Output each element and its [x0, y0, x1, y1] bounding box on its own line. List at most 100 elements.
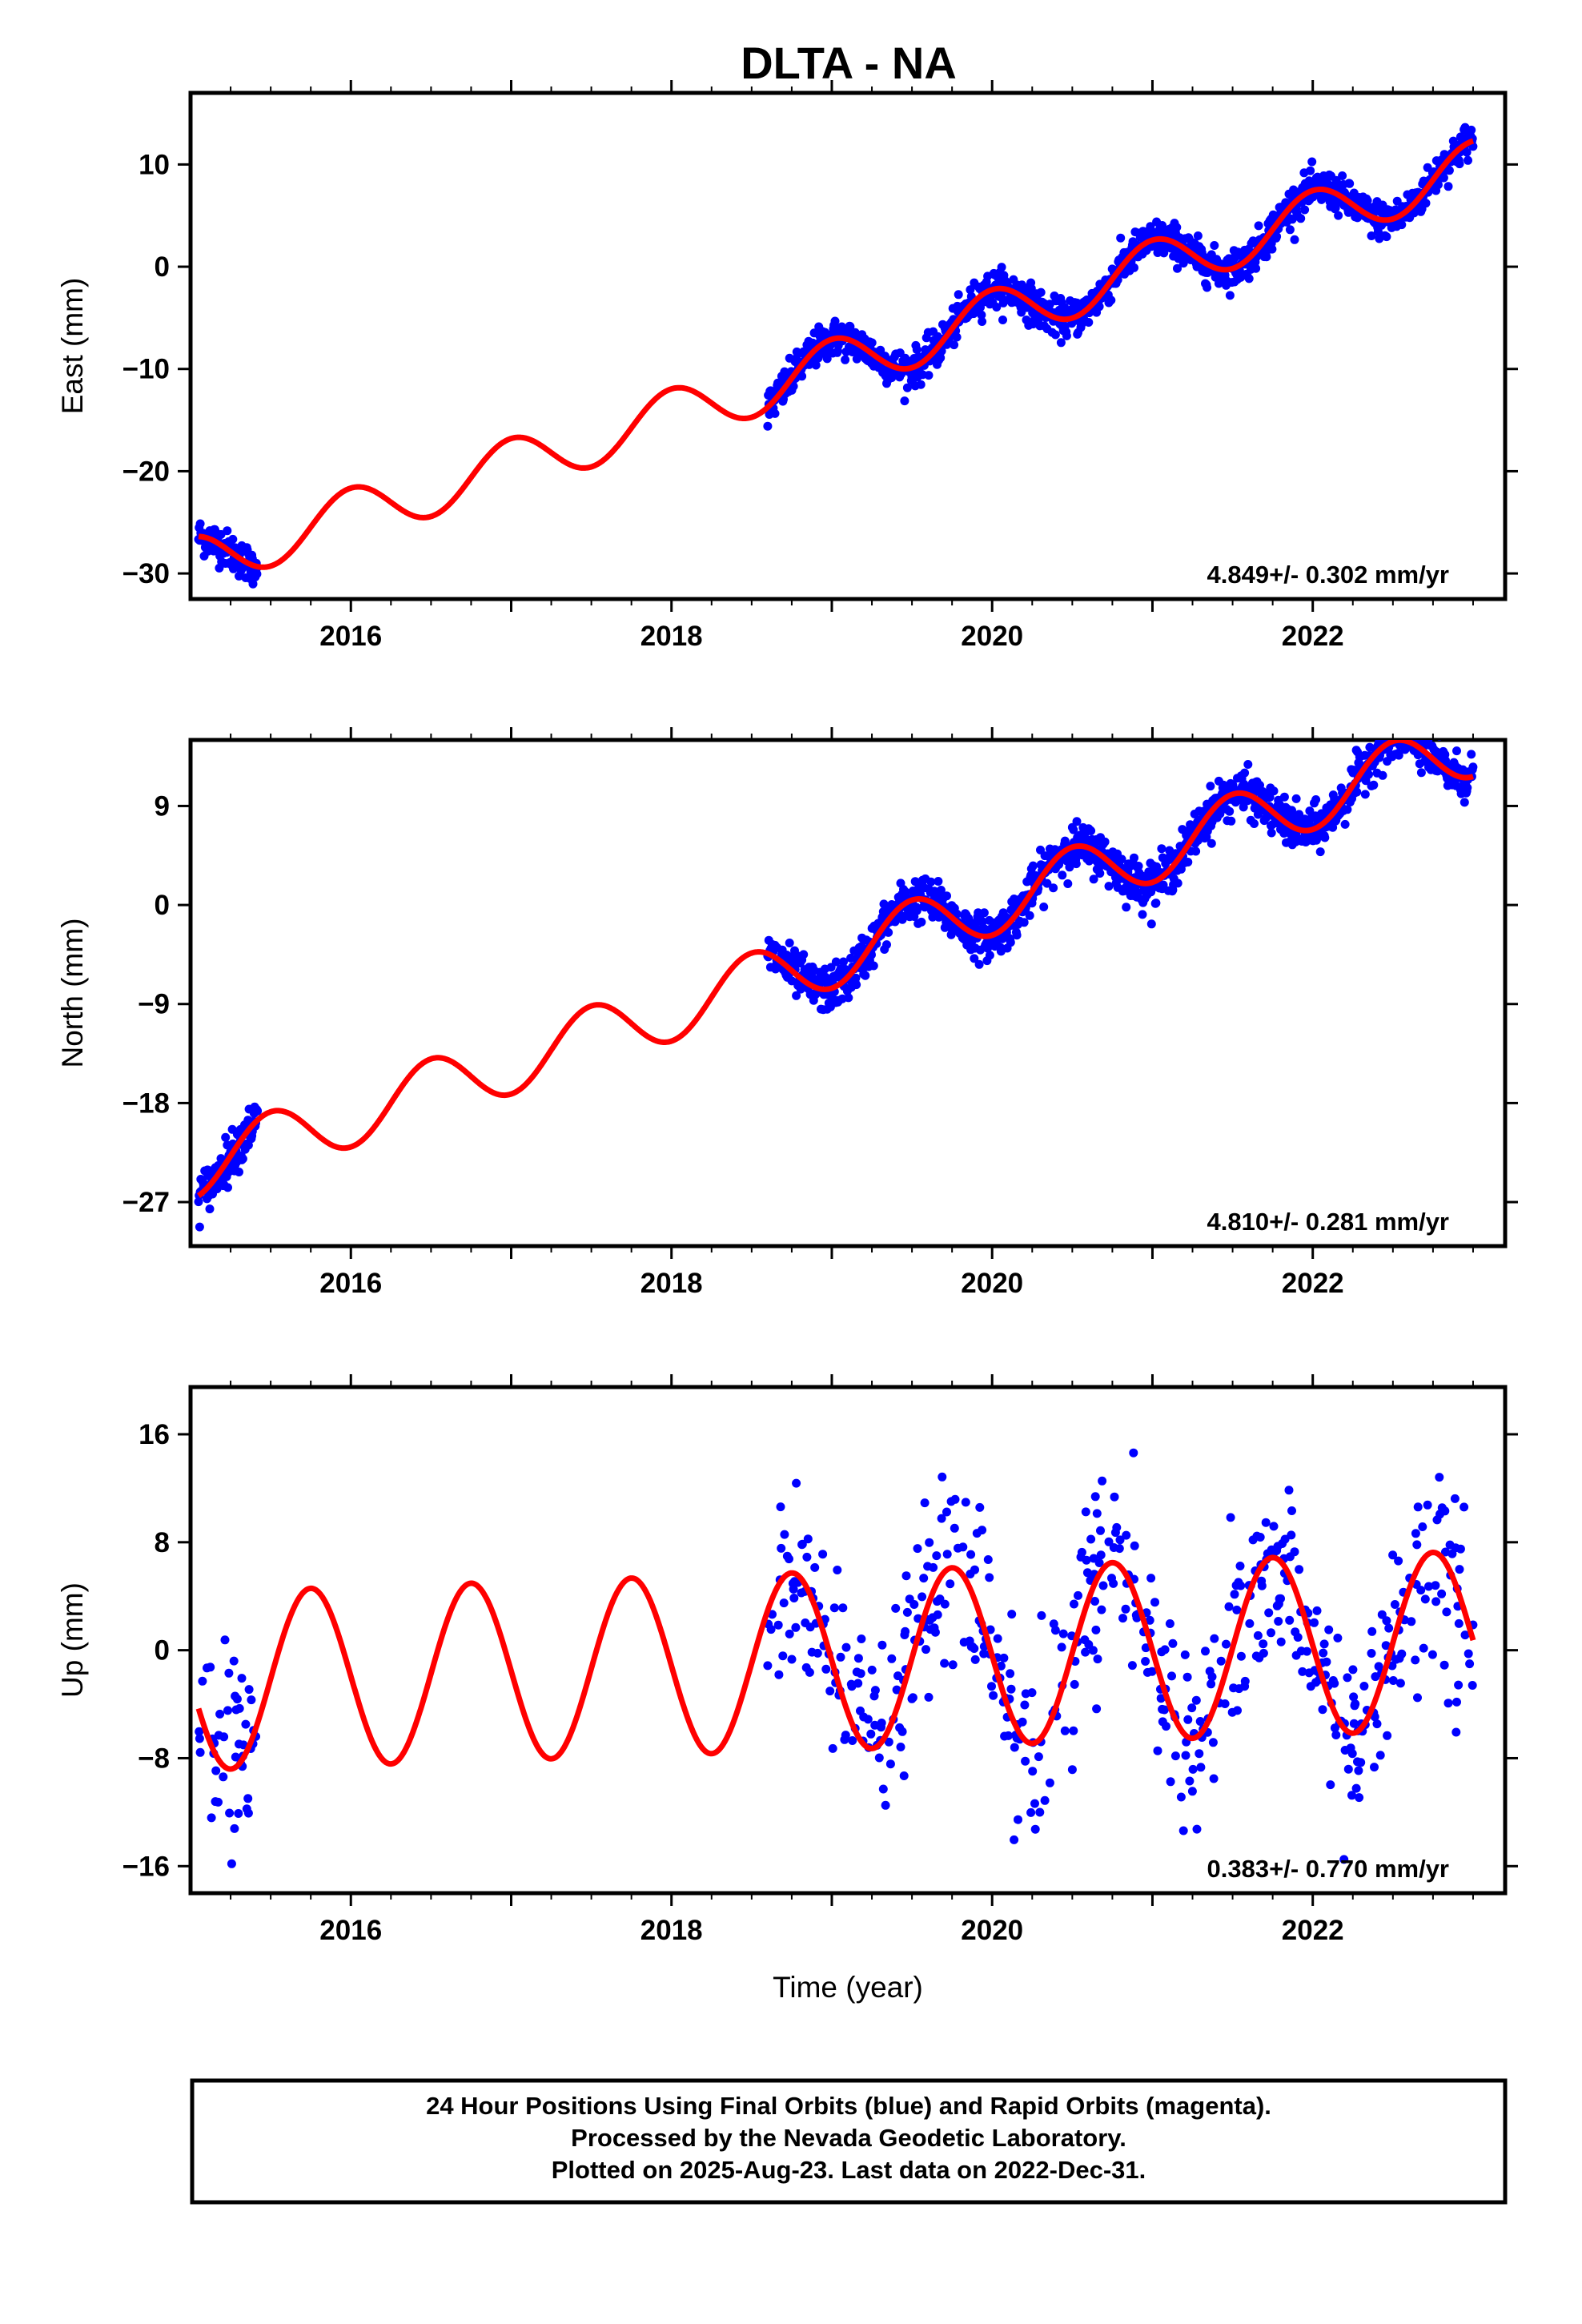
data-point [902, 1607, 912, 1617]
data-point [833, 1566, 842, 1574]
data-point [1397, 1649, 1407, 1659]
data-point [227, 1859, 236, 1868]
data-point [1049, 883, 1058, 893]
data-point [1092, 1704, 1102, 1714]
data-point [1050, 330, 1060, 340]
data-point [1159, 1705, 1169, 1715]
data-point [1298, 1667, 1307, 1676]
data-point [1456, 1544, 1465, 1554]
data-point [1465, 1659, 1475, 1669]
data-point [1050, 1626, 1060, 1635]
data-point [785, 1629, 794, 1638]
y-tick-label: −10 [122, 354, 170, 385]
data-point [825, 1687, 835, 1696]
data-point [1138, 910, 1147, 919]
data-point [1257, 1581, 1267, 1590]
data-point [1452, 1697, 1461, 1707]
data-point [940, 1599, 950, 1609]
plot-frame [188, 90, 1508, 601]
data-point [1420, 1594, 1430, 1604]
data-point [1254, 221, 1263, 231]
data-point [1226, 1513, 1235, 1522]
data-point [1007, 1610, 1017, 1619]
data-point [1185, 1776, 1195, 1786]
data-point [1455, 1565, 1464, 1574]
data-point [952, 332, 962, 342]
data-point [1287, 1530, 1296, 1540]
data-point [1030, 1824, 1040, 1834]
data-point [1427, 740, 1432, 741]
data-point [1010, 1743, 1019, 1752]
data-point [892, 1685, 901, 1695]
data-point [797, 372, 807, 381]
data-point [821, 1664, 831, 1674]
data-point [1402, 729, 1411, 738]
data-point [1159, 248, 1169, 258]
y-tick-label: 8 [155, 1527, 170, 1558]
data-point [853, 1679, 863, 1688]
data-point [1109, 1578, 1118, 1588]
data-point [1235, 1562, 1245, 1570]
data-point [933, 1610, 942, 1619]
data-point [214, 1797, 223, 1807]
data-point [1431, 1581, 1440, 1590]
data-point [1269, 786, 1279, 796]
x-tick-label: 2022 [1282, 1268, 1344, 1299]
footer-line-3: Plotted on 2025-Aug-23. Last data on 202… [552, 2156, 1146, 2184]
data-point [1028, 861, 1038, 870]
data-point [1454, 1618, 1464, 1628]
x-tick-label: 2018 [640, 621, 703, 652]
data-point [1183, 1715, 1193, 1724]
data-point [1180, 1650, 1190, 1659]
data-point [1442, 1607, 1452, 1617]
data-point [1319, 1648, 1328, 1658]
data-point [1020, 1700, 1030, 1710]
data-point [942, 1550, 952, 1559]
data-point [1320, 833, 1330, 842]
data-point [1058, 870, 1067, 880]
data-point [1165, 1619, 1174, 1628]
data-point [1455, 159, 1464, 169]
data-point [1452, 746, 1461, 756]
data-point [1192, 1824, 1202, 1834]
data-point [224, 1668, 234, 1678]
data-point [1233, 1706, 1242, 1715]
data-point [1467, 750, 1476, 759]
data-point [1423, 1500, 1432, 1510]
data-point [787, 976, 797, 986]
data-point [1440, 1506, 1450, 1516]
data-point [1427, 1650, 1437, 1659]
data-point [802, 1552, 812, 1562]
data-point [205, 1204, 215, 1214]
data-point [1422, 716, 1431, 725]
data-point [1276, 1594, 1285, 1603]
data-point [195, 1747, 205, 1757]
data-point [867, 338, 877, 348]
data-point [902, 383, 912, 392]
data-point [1157, 844, 1166, 854]
x-tick-label: 2020 [961, 1268, 1023, 1299]
data-point [961, 1498, 970, 1507]
data-point [231, 1752, 240, 1762]
data-point [1462, 147, 1472, 157]
data-point [1025, 911, 1034, 920]
data-point [229, 1656, 239, 1666]
data-point [1253, 1630, 1263, 1640]
data-point [1319, 1639, 1329, 1649]
data-point [1074, 1590, 1082, 1600]
data-point [869, 961, 878, 971]
data-point [966, 1550, 976, 1559]
data-point [1468, 762, 1478, 772]
data-point [1348, 1665, 1358, 1675]
data-point [853, 1654, 863, 1663]
data-point [1201, 1647, 1210, 1656]
data-point [1433, 180, 1443, 190]
data-point [848, 1736, 857, 1745]
data-point [1349, 1692, 1359, 1702]
data-point [1130, 853, 1138, 862]
data-point [243, 1808, 253, 1818]
data-point [1104, 882, 1114, 891]
data-point [1296, 214, 1306, 223]
data-point [1070, 1599, 1078, 1609]
data-point [1060, 836, 1070, 846]
